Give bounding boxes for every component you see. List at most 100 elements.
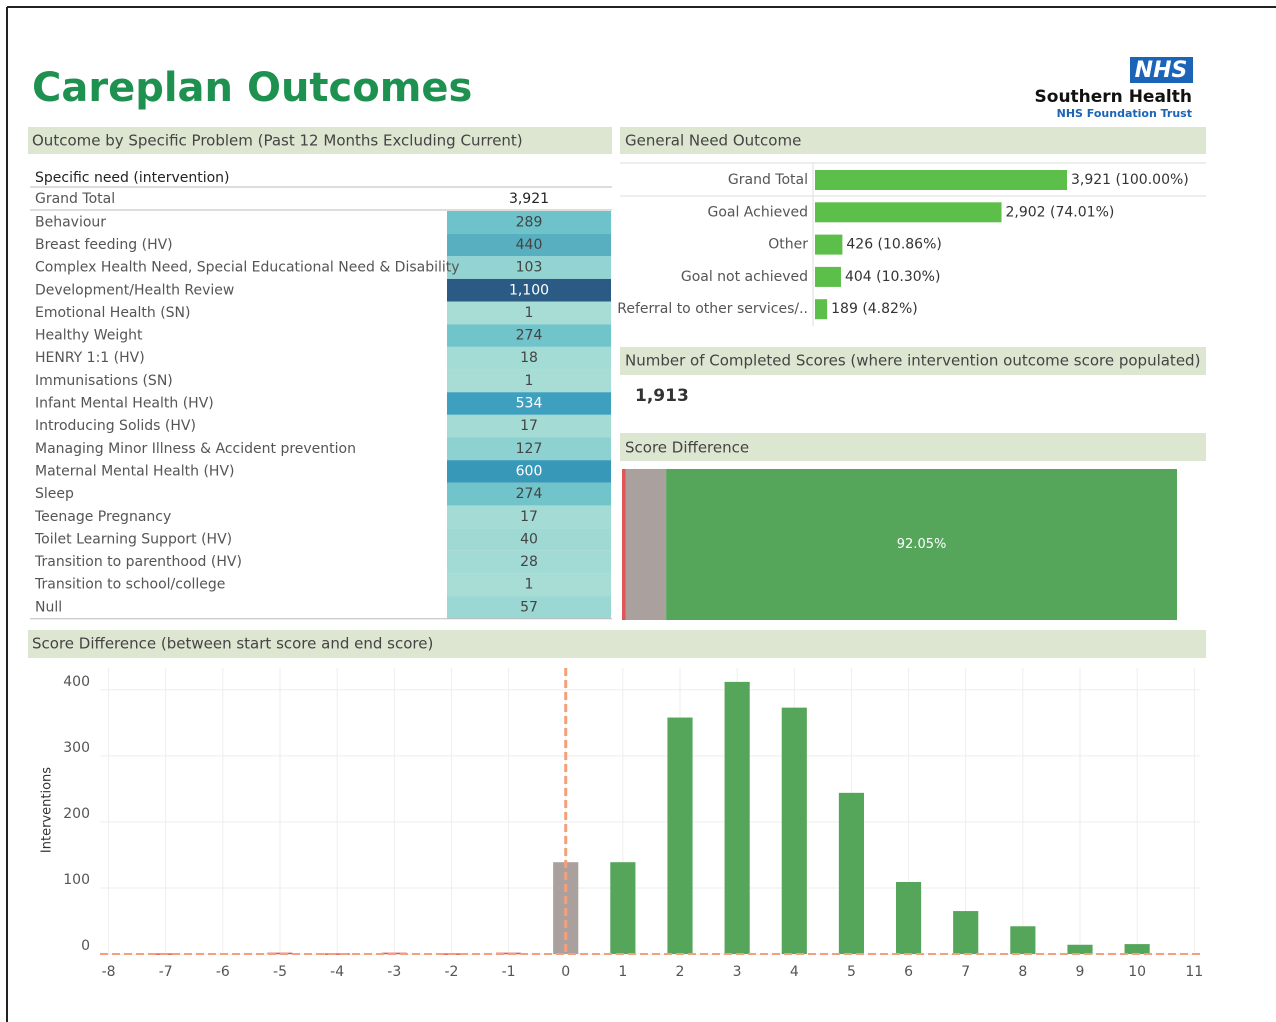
x-tick-label: 3 (733, 964, 742, 980)
table-cell (447, 414, 611, 438)
table-cell (447, 211, 611, 234)
bar-segment (622, 469, 626, 620)
category-label: Other (768, 237, 808, 253)
panel-header (28, 127, 612, 154)
row-label: Transition to parenthood (HV) (34, 554, 242, 570)
x-tick-label: 1 (618, 964, 627, 980)
row-value: 17 (520, 509, 538, 525)
x-tick-label: -3 (387, 964, 401, 980)
y-axis-label: Interventions (40, 767, 55, 853)
table-cell (447, 346, 611, 370)
row-value: 289 (516, 214, 543, 230)
row-label: Emotional Health (SN) (35, 305, 191, 321)
row-value: 127 (516, 441, 543, 457)
table-cell (447, 460, 611, 483)
row-label: Introducing Solids (HV) (35, 418, 196, 434)
row-value: 1 (525, 373, 534, 389)
table-cell (447, 596, 611, 619)
bar (324, 953, 350, 955)
panel-header (28, 630, 1206, 658)
value-label: 2,902 (74.01%) (1006, 204, 1115, 220)
x-tick-label: -2 (444, 964, 458, 980)
bar (724, 681, 750, 954)
row-label: Sleep (35, 486, 74, 502)
x-tick-label: 6 (904, 964, 913, 980)
y-tick-label: 0 (81, 938, 90, 954)
row-label: Managing Minor Illness & Accident preven… (35, 441, 356, 457)
bar (815, 170, 1067, 190)
row-value: 440 (516, 237, 543, 253)
row-value: 17 (520, 418, 538, 434)
row-label: Null (35, 599, 62, 615)
row-label: Behaviour (35, 214, 106, 230)
table-cell (447, 324, 611, 347)
bar (1067, 944, 1093, 954)
x-tick-label: -6 (216, 964, 230, 980)
y-tick-label: 300 (63, 740, 90, 756)
row-label: Teenage Pregnancy (34, 509, 171, 525)
logo-box (1130, 57, 1193, 83)
row-value: 1 (525, 305, 534, 321)
table-cell (447, 528, 611, 551)
table-cell (447, 482, 611, 506)
table-cell (447, 550, 611, 574)
value-label: 92.05% (897, 537, 947, 552)
table-column: Specific need (intervention) (35, 170, 230, 186)
row-label: Transition to school/college (34, 577, 225, 593)
table-cell (447, 437, 611, 461)
x-tick-label: 2 (676, 964, 685, 980)
row-value: 57 (520, 599, 538, 615)
row-value: 274 (516, 328, 543, 344)
value-label: 189 (4.82%) (831, 301, 918, 317)
x-tick-label: 5 (847, 964, 856, 980)
row-value: 534 (516, 396, 543, 412)
table-cell (447, 392, 611, 415)
value-label: 3,921 (100.00%) (1071, 172, 1189, 188)
x-tick-label: 9 (1076, 964, 1085, 980)
row-value: 40 (520, 531, 538, 547)
value-label: 404 (10.30%) (845, 269, 940, 285)
x-tick-label: -4 (330, 964, 344, 980)
row-value: 1,100 (509, 282, 549, 298)
row-label: Toilet Learning Support (HV) (34, 531, 232, 547)
x-tick-label: -7 (159, 964, 173, 980)
total-value: 3,921 (509, 191, 549, 207)
row-value: 600 (516, 463, 543, 479)
row-label: Breast feeding (HV) (35, 237, 173, 253)
org-sub: NHS Foundation Trust (1057, 107, 1192, 120)
panel-title: Outcome by Specific Problem (Past 12 Mon… (32, 132, 523, 150)
row-label: Complex Health Need, Special Educational… (35, 260, 460, 276)
bar (667, 717, 693, 954)
bar-segment (625, 469, 667, 620)
row-value: 28 (520, 554, 538, 570)
table-cell (447, 278, 611, 302)
row-label: Maternal Mental Health (HV) (35, 463, 235, 479)
panel-title: Score Difference (between start score an… (32, 635, 433, 653)
bar (815, 299, 828, 320)
panel-title: Number of Completed Scores (where interv… (625, 352, 1200, 370)
panel-header (620, 433, 1206, 461)
bar (896, 882, 922, 954)
page-title: Careplan Outcomes (32, 65, 472, 111)
row-label: Healthy Weight (35, 328, 143, 344)
x-tick-label: 4 (790, 964, 799, 980)
table-cell (447, 301, 611, 325)
category-label: Grand Total (728, 172, 808, 188)
bar (1010, 926, 1036, 954)
row-label: Immunisations (SN) (35, 373, 173, 389)
kpi-value: 1,913 (635, 386, 689, 406)
table-cell (447, 256, 611, 279)
x-tick-label: 10 (1128, 964, 1146, 980)
x-tick-label: -1 (502, 964, 516, 980)
panel-title: Score Difference (625, 439, 749, 457)
panel-title: General Need Outcome (625, 132, 801, 150)
row-value: 18 (520, 350, 538, 366)
bar (838, 792, 864, 954)
table-cell (447, 505, 611, 529)
category-label: Goal Achieved (707, 204, 808, 220)
row-value: 103 (516, 260, 543, 276)
bar (610, 862, 636, 954)
row-label: Infant Mental Health (HV) (35, 396, 214, 412)
panel-header (620, 347, 1206, 375)
